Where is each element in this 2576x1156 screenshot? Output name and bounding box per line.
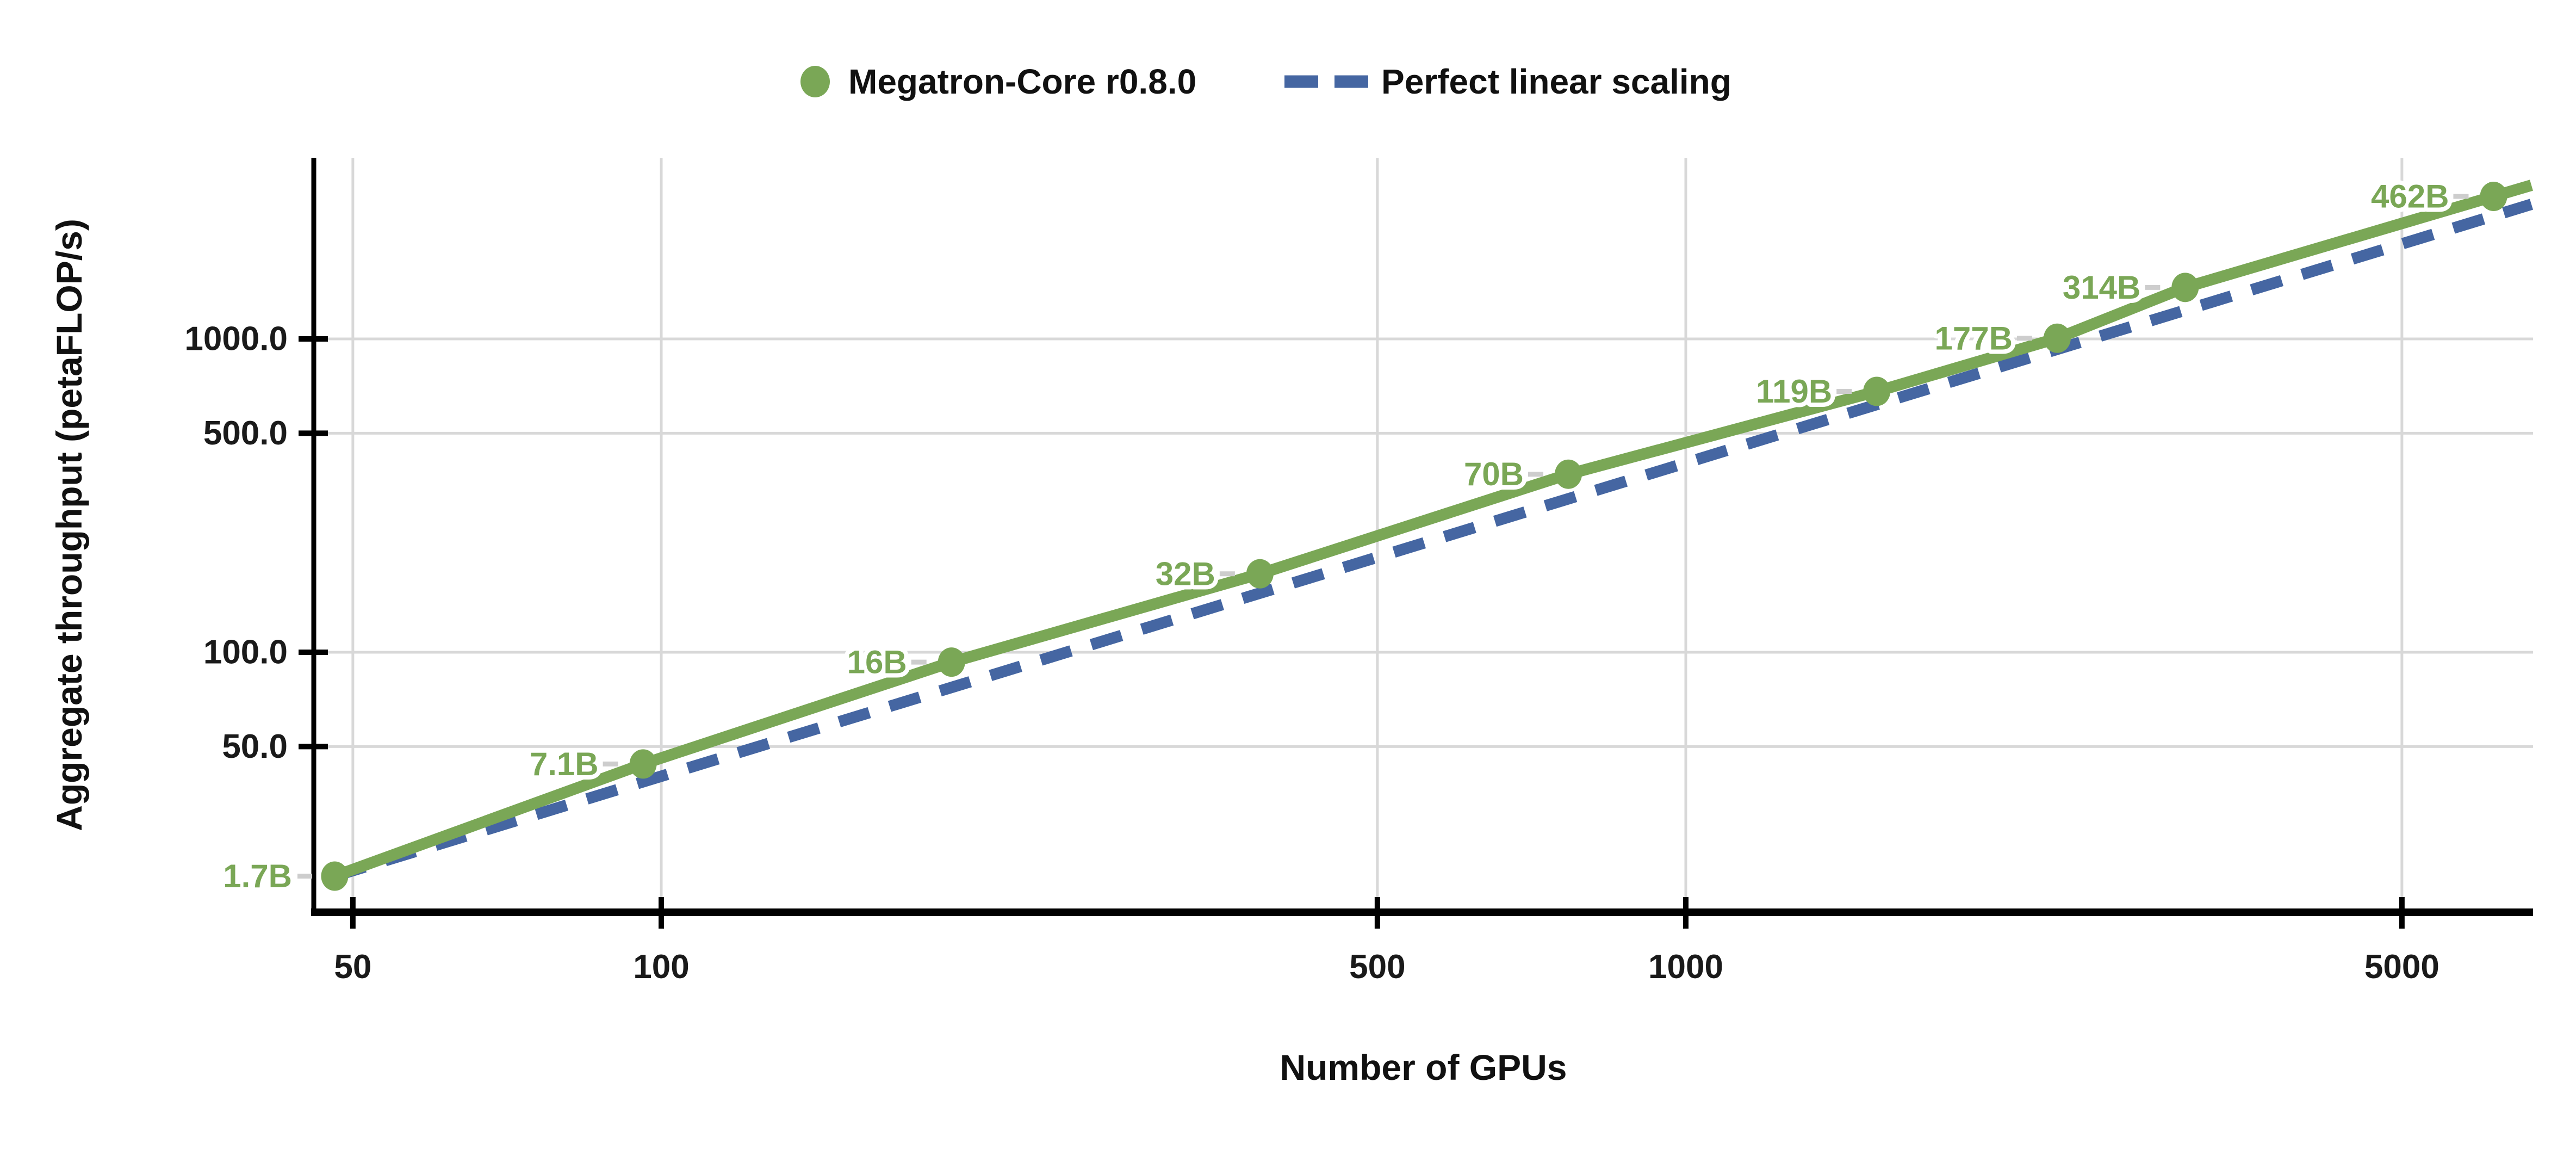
point-label-119B: 119B [1756, 373, 1832, 410]
y-tick-label: 100.0 [203, 634, 288, 671]
y-tick-label: 500.0 [203, 415, 288, 452]
x-tick-label: 5000 [2364, 948, 2440, 986]
legend: Megatron-Core r0.8.0 Perfect linear scali… [800, 62, 1731, 101]
axis-layer [297, 158, 2533, 929]
x-axis-title: Number of GPUs [1280, 1047, 1567, 1087]
series-layer [321, 180, 2534, 891]
data-point-70B [1555, 459, 1582, 489]
point-label-32B: 32B [1156, 555, 1215, 592]
label-layer: 1000.0 500.0 100.0 50.0 1.7B 50 100 500 1000 5000… [49, 174, 2453, 1087]
point-label-177B: 177B [1934, 320, 2012, 356]
point-label-314B: 314B [2063, 269, 2140, 306]
data-point-119B [1863, 376, 1891, 406]
y-tick-label: 1000.0 [184, 320, 288, 358]
legend-label-megatron-core: Megatron-Core r0.8.0 [848, 62, 1196, 101]
series-line-perfect-linear [333, 199, 2534, 882]
x-tick-label: 50 [334, 948, 371, 986]
data-point-1.7B [321, 861, 349, 891]
data-point-177B [2043, 323, 2071, 353]
point-label-16B: 16B [847, 644, 907, 681]
grid-layer [314, 158, 2533, 912]
x-tick-label: 1000 [1648, 948, 1723, 986]
point-label-462B: 462B [2371, 178, 2449, 215]
y-axis-title: Aggregate throughput (petaFLOP/s) [49, 219, 89, 831]
legend-marker-dot-icon [800, 66, 830, 97]
y-tick-label: 50.0 [222, 728, 288, 765]
data-point-32B [1246, 559, 1274, 589]
data-point-7.1B [629, 749, 657, 779]
point-label-7.1B: 7.1B [530, 746, 599, 782]
x-tick-label: 100 [633, 948, 689, 986]
data-point-16B [938, 647, 965, 677]
x-tick-label: 500 [1349, 948, 1405, 986]
point-label-70B: 70B [1464, 456, 1524, 492]
legend-label-perfect-linear: Perfect linear scaling [1381, 62, 1731, 101]
data-point-314B [2171, 273, 2199, 302]
data-point-462B [2480, 182, 2507, 212]
series-line-megatron-core [332, 180, 2533, 882]
y-tick-label-first-model: 1.7B [223, 858, 292, 894]
